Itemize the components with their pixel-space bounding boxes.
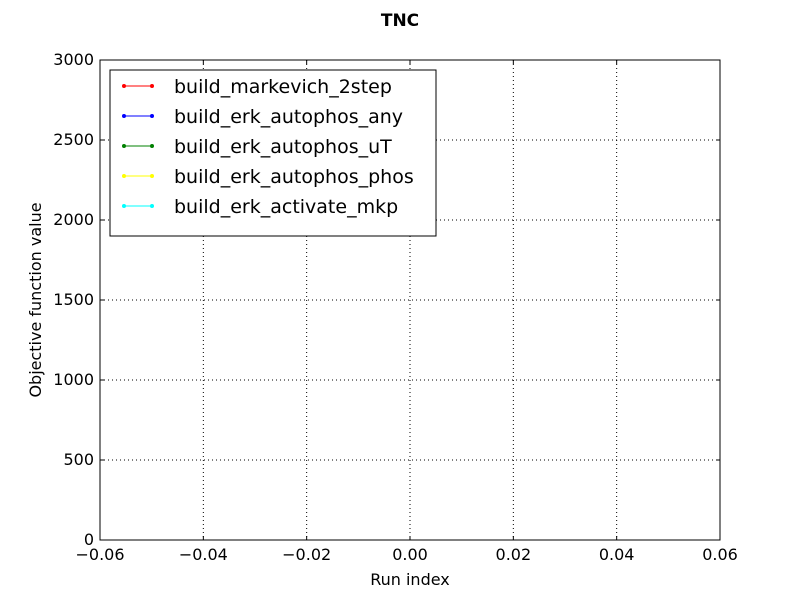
y-tick-label: 3000 (53, 50, 94, 69)
y-tick-label: 1500 (53, 290, 94, 309)
y-axis-ticks: 0 500 1000 1500 2000 2500 3000 (53, 50, 720, 549)
legend-swatch-marker (122, 174, 126, 178)
legend-label: build_erk_autophos_phos (174, 166, 414, 188)
y-tick-label: 2000 (53, 210, 94, 229)
y-tick-label: 0 (84, 530, 94, 549)
x-tick-label: 0.00 (392, 545, 428, 564)
legend: build_markevich_2step build_erk_autophos_… (109, 69, 437, 237)
legend-label: build_erk_autophos_any (174, 106, 403, 128)
y-tick-label: 1000 (53, 370, 94, 389)
legend-swatch-marker (122, 144, 126, 148)
x-tick-label: 0.02 (496, 545, 532, 564)
y-tick-label: 500 (63, 450, 94, 469)
y-axis-label: Objective function value (26, 202, 45, 397)
x-tick-label: −0.06 (75, 545, 124, 564)
legend-swatch-marker (122, 204, 126, 208)
legend-box (109, 69, 437, 237)
x-axis-ticks: −0.06 −0.04 −0.02 0.00 0.02 0.04 0.06 (75, 60, 738, 564)
legend-swatch-marker (122, 114, 126, 118)
x-tick-label: 0.06 (702, 545, 738, 564)
x-axis-label: Run index (370, 570, 450, 589)
x-tick-label: −0.02 (282, 545, 331, 564)
y-tick-label: 2500 (53, 130, 94, 149)
legend-label: build_markevich_2step (174, 76, 392, 98)
legend-swatch-marker (122, 84, 126, 88)
x-tick-label: −0.04 (179, 545, 228, 564)
legend-swatch-marker (150, 84, 154, 88)
legend-swatch-marker (150, 144, 154, 148)
legend-swatch-marker (150, 174, 154, 178)
legend-label: build_erk_autophos_uT (174, 136, 392, 158)
legend-label: build_erk_activate_mkp (174, 196, 398, 218)
x-tick-label: 0.04 (599, 545, 635, 564)
legend-swatch-marker (150, 204, 154, 208)
chart-title: TNC (381, 11, 419, 31)
legend-swatch-marker (150, 114, 154, 118)
